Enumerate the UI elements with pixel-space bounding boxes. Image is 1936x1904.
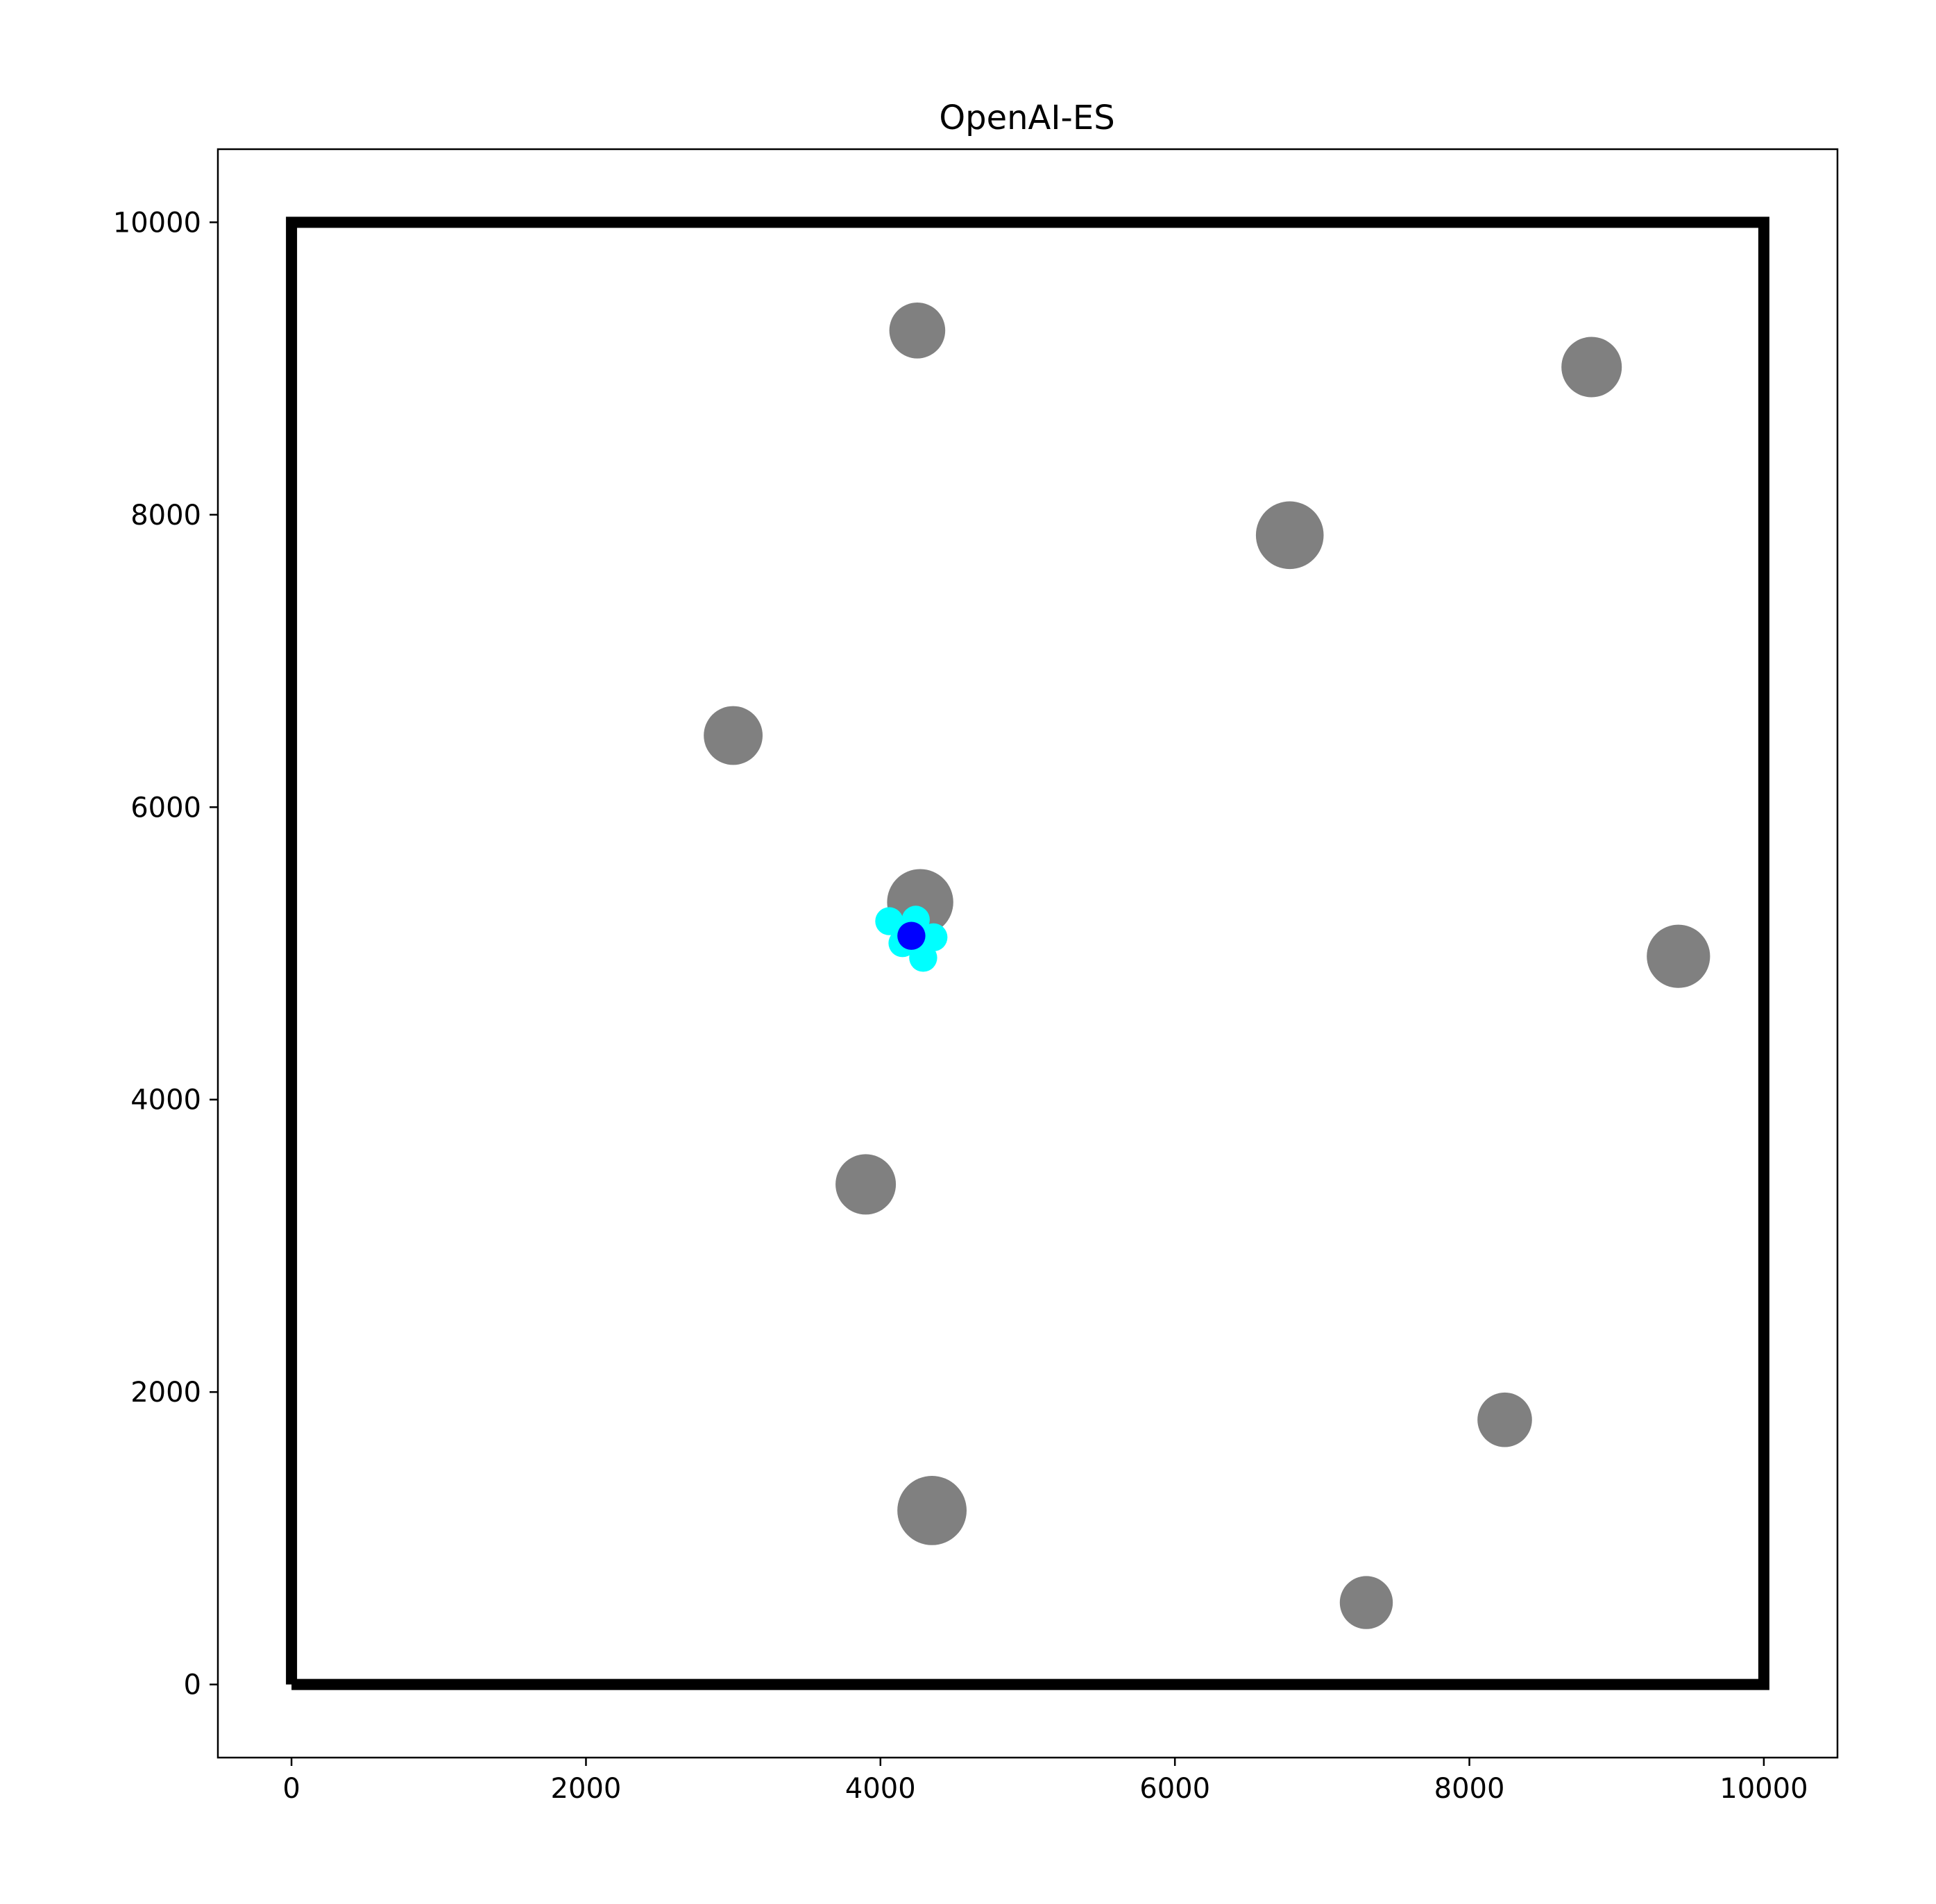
obstacle-point xyxy=(897,1476,967,1545)
obstacle-point xyxy=(835,1154,897,1215)
y-tick-label: 6000 xyxy=(130,792,201,824)
x-tick-label: 0 xyxy=(282,1773,300,1805)
x-tick-label: 6000 xyxy=(1139,1773,1210,1805)
obstacle-point xyxy=(1339,1576,1393,1629)
obstacle-point xyxy=(1477,1392,1532,1447)
x-axis: 0 2000 4000 6000 8000 10000 xyxy=(282,1758,1808,1805)
y-tick-label: 8000 xyxy=(130,500,201,532)
plot-marks xyxy=(286,216,1769,1690)
sample-point xyxy=(909,944,937,972)
x-tick-label: 8000 xyxy=(1434,1773,1505,1805)
obstacle-point xyxy=(1561,337,1622,398)
sample-point xyxy=(875,907,903,935)
chart-title: OpenAI-ES xyxy=(939,99,1114,137)
x-tick-label: 2000 xyxy=(551,1773,622,1805)
y-tick-label: 2000 xyxy=(130,1377,201,1409)
y-tick-label: 0 xyxy=(184,1669,201,1701)
center-point xyxy=(897,921,926,950)
obstacle-point xyxy=(889,303,946,359)
axes-frame xyxy=(216,148,1839,1759)
obstacle-point xyxy=(704,706,763,765)
y-axis: 0 2000 4000 6000 8000 10000 xyxy=(113,207,218,1701)
y-tick-label: 10000 xyxy=(113,207,201,239)
obstacle-point xyxy=(1647,924,1710,988)
y-tick-label: 4000 xyxy=(130,1085,201,1116)
obstacle-point xyxy=(1255,501,1324,570)
x-tick-label: 4000 xyxy=(845,1773,916,1805)
plot-area xyxy=(286,216,1769,1690)
boundary-square xyxy=(286,216,1769,1690)
x-tick-label: 10000 xyxy=(1720,1773,1808,1805)
